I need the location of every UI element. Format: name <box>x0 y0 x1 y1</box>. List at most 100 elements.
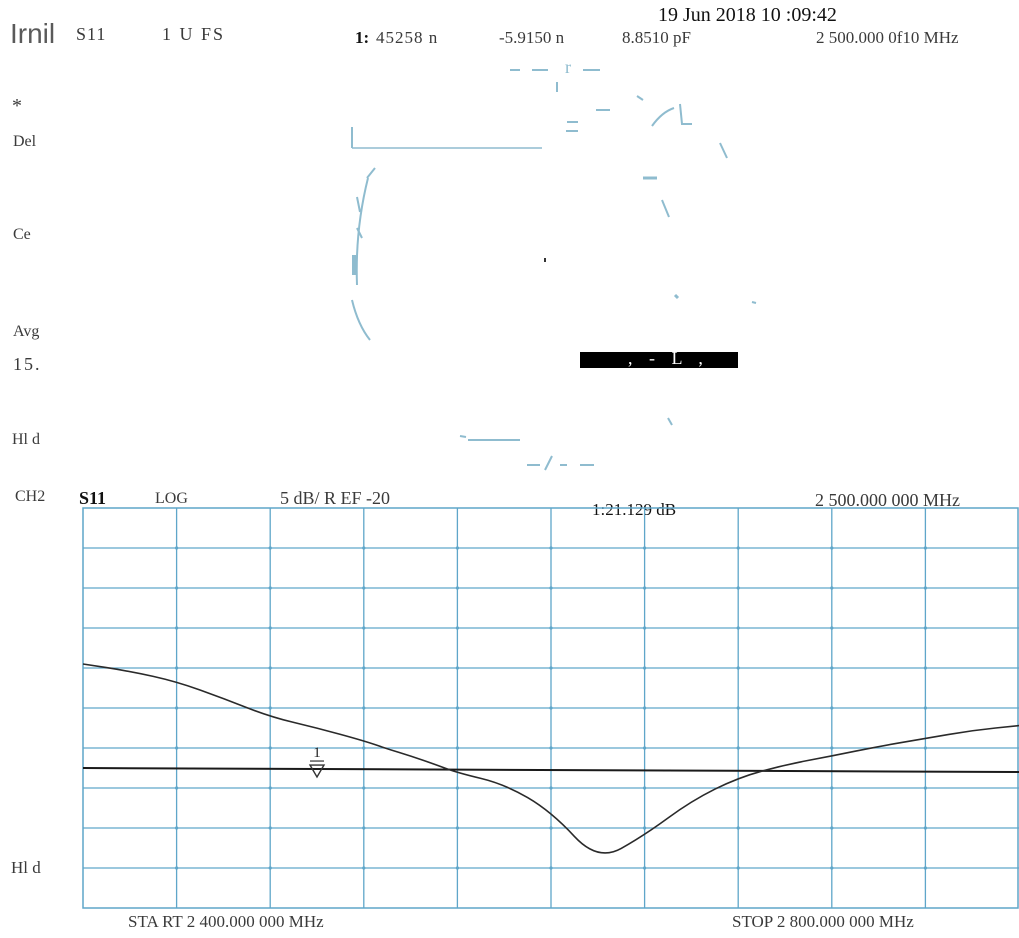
grid-dot <box>549 586 553 590</box>
smith-tick-14 <box>527 455 594 471</box>
ch1-resistance: 45258 n <box>376 28 439 47</box>
ch1-datetime: 19 Jun 2018 10 :09:42 <box>658 4 837 26</box>
grid-dot <box>175 586 179 590</box>
grid-dot <box>549 746 553 750</box>
grid-dot <box>923 746 928 750</box>
grid-dot <box>362 666 366 670</box>
grid-dot <box>455 866 459 870</box>
grid-dot <box>362 746 366 750</box>
trace-series-0 <box>82 663 1019 854</box>
grid-dot <box>923 586 928 590</box>
ch1-side-star: * <box>12 95 22 117</box>
ch2-label: CH2 <box>15 488 46 505</box>
grid-dot <box>643 866 647 870</box>
grid-dot <box>175 866 179 870</box>
grid-dot <box>736 826 740 830</box>
grid-dot <box>268 546 272 550</box>
grid-dot <box>362 786 366 790</box>
grid-dot <box>455 826 459 830</box>
grid-dot <box>175 826 179 830</box>
smith-tick-2 <box>636 95 644 101</box>
grid-dot <box>643 546 647 550</box>
grid-dot <box>643 626 647 630</box>
smith-chart: r <box>351 57 757 471</box>
grid-dot <box>736 626 740 630</box>
ch1-marker-label: 1: <box>355 28 370 47</box>
grid-dot <box>643 826 647 830</box>
grid-dot <box>923 626 928 630</box>
grid-dot <box>362 706 366 710</box>
grid-dot <box>923 786 928 790</box>
grid-dot <box>549 866 553 870</box>
ch1-frequency: 2 500.000 0f10 MHz <box>816 28 959 47</box>
grid-dot <box>830 746 834 750</box>
grid-dot <box>362 626 366 630</box>
grid-dot <box>736 866 740 870</box>
grid-dot <box>175 706 179 710</box>
ch1-capacitance: 8.8510 pF <box>622 28 691 47</box>
grid-dot <box>923 866 928 870</box>
smith-marker-hook <box>651 103 692 127</box>
grid-dot <box>268 746 272 750</box>
grid-dot <box>175 666 179 670</box>
grid-dot <box>175 746 179 750</box>
grid-dot <box>923 706 928 710</box>
grid-dot <box>923 826 928 830</box>
grid-dot <box>736 666 740 670</box>
ch2-start: STA RT 2 400.000 000 MHz <box>128 912 324 931</box>
smith-tick-13 <box>459 435 520 441</box>
grid-dot <box>362 586 366 590</box>
reference-line <box>82 767 1019 773</box>
marker-layer: 1 <box>308 745 326 779</box>
ch2-stop: STOP 2 800.000 000 MHz <box>732 912 914 931</box>
ch1-side-avg: Avg <box>13 323 40 340</box>
grid-dot <box>830 866 834 870</box>
grid-dot <box>268 666 272 670</box>
grid-dot <box>175 786 179 790</box>
grid-dot <box>830 826 834 830</box>
grid-dot <box>268 626 272 630</box>
grid-dot <box>643 666 647 670</box>
grid-dot <box>362 826 366 830</box>
grid-dot <box>455 706 459 710</box>
ch1-param: S11 <box>76 24 107 44</box>
ch2-param: S11 <box>79 488 107 508</box>
ch1-side-del: Del <box>13 133 37 150</box>
grid-dot <box>643 706 647 710</box>
ch1-label: Irnil <box>10 18 56 49</box>
grid-dot <box>830 706 834 710</box>
grid-dot <box>268 826 272 830</box>
ch1-format: 1 U FS <box>162 24 226 44</box>
smith-tick-3 <box>566 121 578 132</box>
marker-number-0: 1 <box>313 745 321 761</box>
ch2-format: LOG <box>155 490 188 507</box>
smith-arc-right-2 <box>661 199 670 218</box>
plot-grid <box>82 507 1019 909</box>
smith-marker-r: r <box>565 57 571 77</box>
smith-tick-9 <box>673 293 680 300</box>
grid-dot <box>830 586 834 590</box>
grid-dot <box>736 546 740 550</box>
ch2-marker-freq: 2 500.000 000 MHz <box>815 490 960 510</box>
grid-dot <box>455 546 459 550</box>
smith-tick-6 <box>356 196 361 213</box>
grid-dot <box>736 786 740 790</box>
smith-tick-10 <box>751 301 757 304</box>
grid-dot <box>830 626 834 630</box>
grid-dot <box>455 786 459 790</box>
grid-dot <box>362 546 366 550</box>
grid-dot <box>643 746 647 750</box>
grid-dot <box>643 586 647 590</box>
grid-dot <box>549 546 553 550</box>
grid-dot <box>362 866 366 870</box>
grid-dot <box>175 626 179 630</box>
reference-line-layer <box>82 767 1019 773</box>
grid-dot <box>923 546 928 550</box>
smith-tick-7 <box>356 227 363 239</box>
grid-dot <box>268 866 272 870</box>
marker-triangle-0 <box>308 764 326 779</box>
ch1-side-hld: Hl d <box>12 431 40 448</box>
grid-dot <box>455 586 459 590</box>
grid-dot <box>268 586 272 590</box>
